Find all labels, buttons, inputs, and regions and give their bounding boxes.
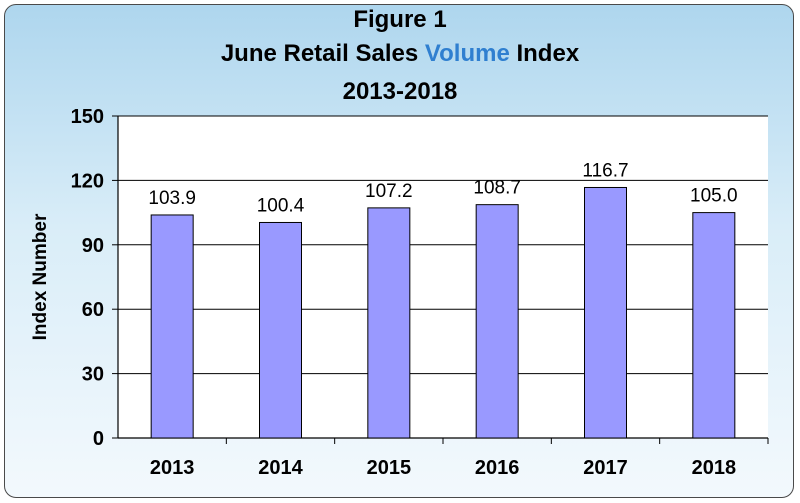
data-label-2014: 100.4 (257, 195, 305, 216)
y-tick-label: 0 (93, 428, 104, 450)
data-label-2017: 116.7 (582, 160, 628, 181)
bar-2015 (367, 207, 411, 439)
bar-2016 (475, 204, 519, 439)
subtitle-accent-word: Volume (424, 40, 510, 67)
x-tick-label-2018: 2018 (692, 457, 737, 479)
plot-area (118, 116, 768, 438)
y-axis-label: Index Number (30, 213, 51, 340)
chart-subtitle: June Retail Sales Volume Index (0, 40, 800, 68)
y-tick-label: 150 (71, 106, 104, 128)
y-tick-label: 120 (71, 170, 104, 192)
data-label-2016: 108.7 (473, 178, 521, 199)
x-tick-label-2013: 2013 (150, 457, 195, 479)
x-tick-label-2014: 2014 (258, 457, 303, 479)
subtitle-part-1: June Retail Sales (220, 40, 425, 67)
bar-2018 (692, 212, 736, 439)
chart-title: Figure 1 (353, 6, 447, 33)
subtitle-part-3: Index (509, 40, 580, 67)
data-label-2015: 107.2 (365, 181, 413, 202)
y-tick-label: 60 (82, 299, 104, 321)
bar-2014 (259, 221, 302, 439)
x-tick-label-2016: 2016 (475, 457, 520, 479)
bar-2017 (584, 186, 627, 439)
chart-year-range: 2013-2018 (342, 78, 458, 105)
x-tick-label-2017: 2017 (583, 457, 628, 479)
bar-2013 (150, 214, 194, 439)
data-label-2013: 103.9 (148, 188, 196, 209)
x-tick-label-2015: 2015 (367, 457, 412, 479)
data-label-2018: 105.0 (690, 186, 738, 207)
y-tick-label: 30 (82, 364, 104, 386)
y-tick-label: 90 (82, 235, 104, 257)
